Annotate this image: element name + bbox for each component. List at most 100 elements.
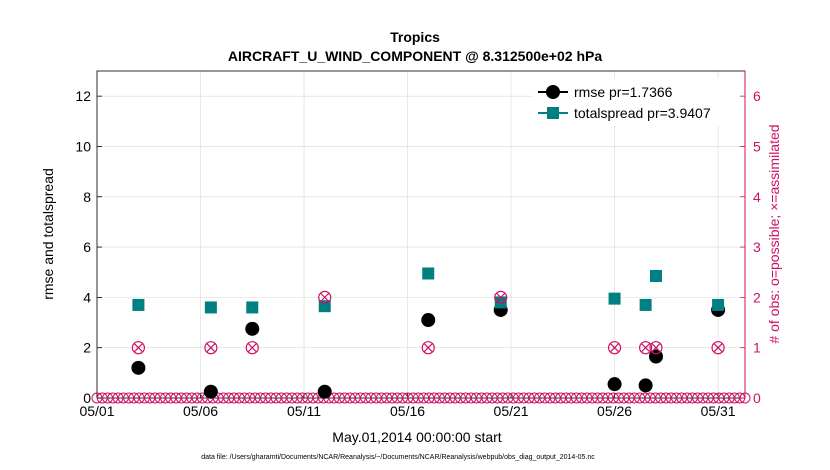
legend-rmse-marker	[546, 85, 560, 99]
zero-obs-marker	[354, 392, 366, 404]
y2-tick-label: 4	[753, 189, 761, 205]
zero-obs-marker	[128, 392, 140, 404]
obs-possible-point	[649, 341, 663, 355]
zero-obs-marker	[570, 392, 582, 404]
zero-obs-marker	[734, 392, 746, 404]
data-markers	[131, 267, 726, 399]
zero-obs-marker	[613, 392, 625, 404]
zero-obs-marker	[739, 392, 751, 404]
zero-obs-marker	[239, 392, 251, 404]
rmse-point	[131, 360, 146, 375]
y2-tick-label: 6	[753, 88, 761, 104]
zero-obs-marker	[302, 392, 314, 404]
zero-obs-marker	[586, 392, 598, 404]
zero-obs-marker	[660, 392, 672, 404]
zero-obs-marker	[144, 392, 156, 404]
totalspread-point	[639, 298, 652, 311]
zero-obs-marker	[217, 392, 229, 404]
obs-possible-point	[494, 290, 508, 304]
y2-tick-label: 0	[753, 390, 761, 406]
y2-tick-label: 3	[753, 239, 761, 255]
zero-obs-marker	[275, 392, 287, 404]
zero-obs-marker	[655, 392, 667, 404]
zero-obs-marker	[597, 392, 609, 404]
y-tick-label: 0	[83, 390, 91, 406]
zero-obs-marker	[576, 392, 588, 404]
legend-rmse-label: rmse pr=1.7366	[574, 84, 673, 100]
zero-obs-marker	[249, 392, 261, 404]
totalspread-point	[132, 298, 145, 311]
zero-obs-marker	[149, 392, 161, 404]
obs-possible-point	[711, 341, 725, 355]
x-axis-label: May.01,2014 00:00:00 start	[332, 429, 502, 445]
zero-obs-marker	[291, 392, 303, 404]
zero-obs-marker	[634, 392, 646, 404]
zero-obs-marker	[233, 392, 245, 404]
zero-obs-marker	[665, 392, 677, 404]
obs-possible-point	[421, 341, 435, 355]
zero-obs-marker	[439, 392, 451, 404]
zero-obs-marker	[333, 392, 345, 404]
zero-obs-marker	[165, 392, 177, 404]
zero-obs-marker	[581, 392, 593, 404]
rmse-point	[607, 377, 622, 392]
zero-obs-marker	[713, 392, 725, 404]
zero-obs-marker	[265, 392, 277, 404]
zero-obs-markers	[91, 392, 751, 404]
zero-obs-marker	[186, 392, 198, 404]
y-tick-label: 12	[75, 88, 91, 104]
zero-obs-marker	[686, 392, 698, 404]
zero-obs-marker	[555, 392, 567, 404]
rmse-point	[203, 384, 218, 399]
y-tick-label: 4	[83, 289, 91, 305]
zero-obs-marker	[449, 392, 461, 404]
x-axis-ticks: 05/01 05/06 05/11 05/16 05/21 05/26 05/31	[79, 393, 736, 419]
zero-obs-marker	[491, 392, 503, 404]
obs-assimilated-point	[651, 343, 661, 353]
obs-assimilated-point	[320, 292, 330, 302]
zero-obs-marker	[728, 392, 740, 404]
zero-obs-marker	[628, 392, 640, 404]
zero-obs-marker	[117, 392, 129, 404]
totalspread-point	[608, 292, 621, 305]
zero-obs-marker	[175, 392, 187, 404]
y2-tick-label: 5	[753, 138, 761, 154]
obs-assimilated-point	[133, 343, 143, 353]
obs-assimilated-point	[423, 343, 433, 353]
zero-obs-marker	[159, 392, 171, 404]
zero-obs-marker	[523, 392, 535, 404]
rmse-point	[245, 321, 260, 336]
zero-obs-marker	[344, 392, 356, 404]
zero-obs-marker	[270, 392, 282, 404]
zero-obs-marker	[692, 392, 704, 404]
zero-obs-marker	[402, 392, 414, 404]
obs-possible-point	[639, 341, 653, 355]
x-tick-label: 05/11	[287, 403, 321, 419]
legend-box	[533, 78, 740, 126]
zero-obs-marker	[460, 392, 472, 404]
zero-obs-marker	[223, 392, 235, 404]
legend-spread-marker	[547, 107, 559, 119]
y2-axis-ticks: 0 1 2 3 4 5 6	[740, 88, 761, 406]
x-tick-label: 05/26	[597, 403, 632, 419]
totalspread-point	[649, 270, 662, 283]
y2-tick-label: 2	[753, 289, 761, 305]
data-file-footer: data file: /Users/gharamti/Documents/NCA…	[201, 454, 595, 461]
zero-obs-marker	[539, 392, 551, 404]
obs-assimilated-point	[641, 343, 651, 353]
zero-obs-marker	[671, 392, 683, 404]
zero-obs-marker	[507, 392, 519, 404]
zero-obs-marker	[465, 392, 477, 404]
zero-obs-marker	[718, 392, 730, 404]
zero-obs-marker	[96, 392, 108, 404]
zero-obs-marker	[565, 392, 577, 404]
y2-axis-label: # of obs: o=possible; ×=assimilated	[766, 124, 782, 343]
zero-obs-marker	[470, 392, 482, 404]
zero-obs-marker	[497, 392, 509, 404]
x-tick-label: 05/06	[183, 403, 218, 419]
zero-obs-marker	[707, 392, 719, 404]
y-tick-label: 2	[83, 340, 91, 356]
rmse-point	[638, 378, 653, 393]
zero-obs-marker	[328, 392, 340, 404]
zero-obs-marker	[244, 392, 256, 404]
